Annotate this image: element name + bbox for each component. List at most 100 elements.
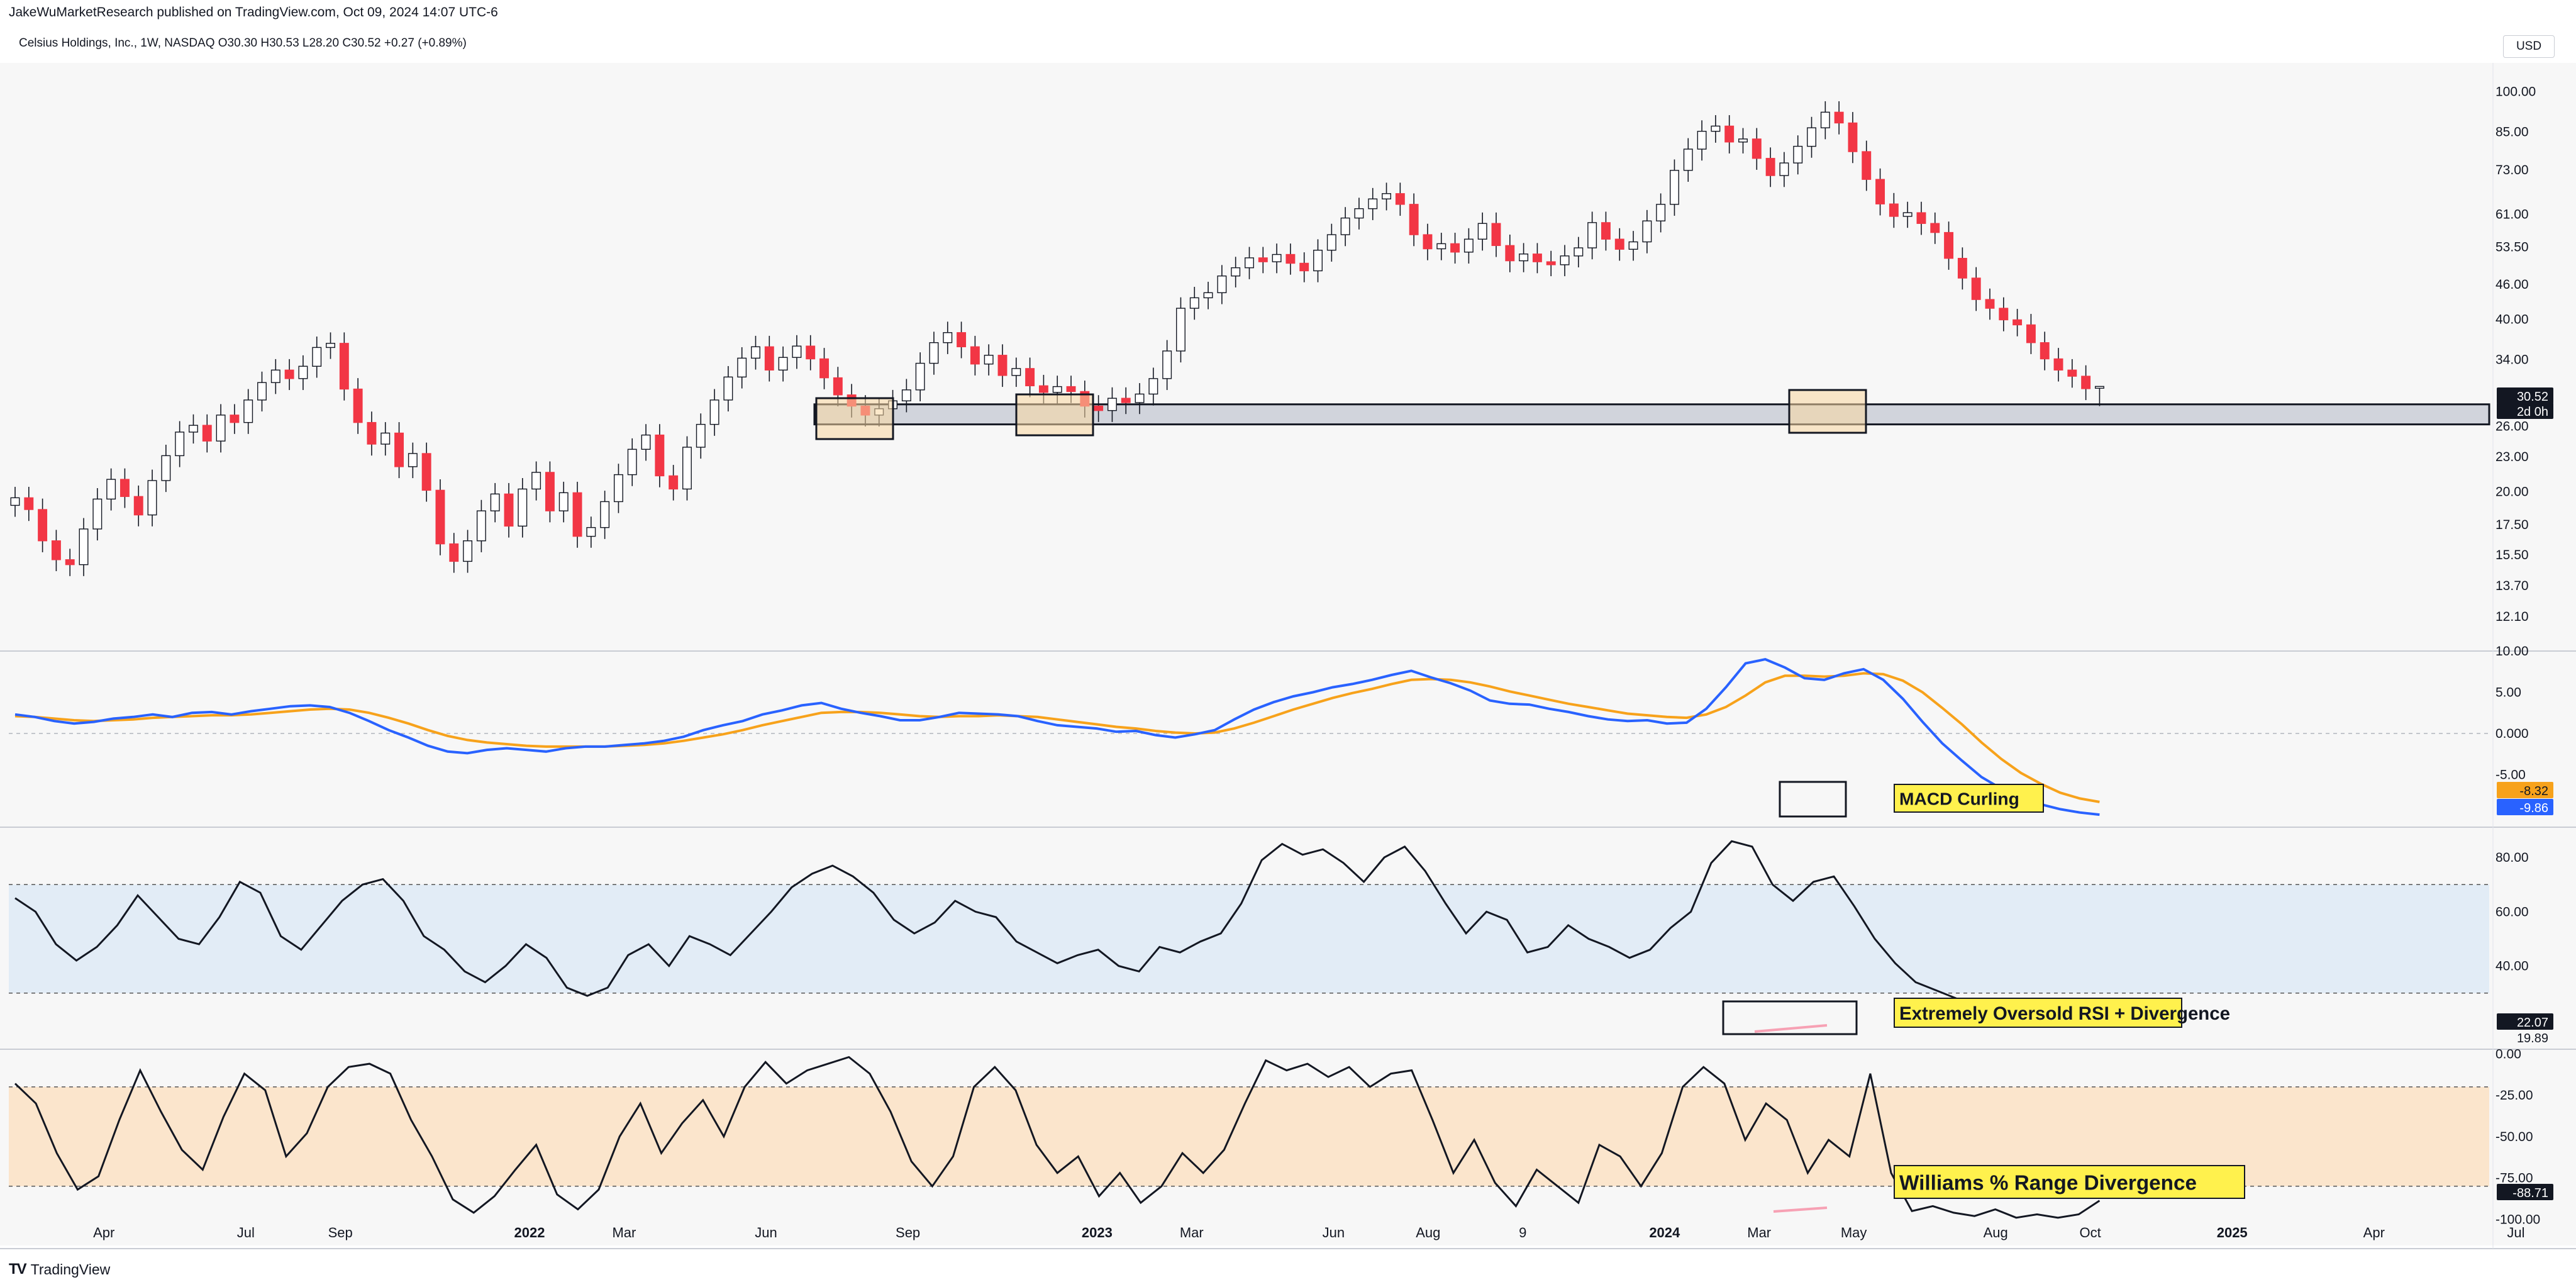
publisher-line: JakeWuMarketResearch published on Tradin… [9,5,498,20]
time-axis-label: Apr [2363,1225,2385,1240]
candle-body [655,434,665,477]
candle-body [1354,208,1364,219]
candle-body [1491,223,1501,247]
candle-body [216,415,226,442]
time-axis-label: Sep [896,1225,920,1240]
candle-body [189,425,198,433]
candle-body [1724,125,1735,143]
rsi-value-label-background [2497,1013,2553,1030]
candle-body [1916,212,1926,224]
candle-body [1162,350,1172,379]
candle-body [1546,261,1556,265]
candle-body [133,496,143,516]
rsi-tick-label: 60.00 [2496,905,2529,919]
candle-body [1944,231,1954,259]
candle-body [326,343,335,348]
candle-body [463,540,473,562]
candle-body [380,432,391,445]
candle-body [1231,267,1241,277]
williams-line [14,1056,2101,1219]
candle-body [1587,222,1597,248]
candle-body [1985,299,1995,309]
time-axis-label: Aug [1416,1225,1440,1240]
price-tick-label: 12.10 [2496,610,2529,624]
candle-body [943,332,953,343]
time-axis-label: Sep [328,1225,353,1240]
time-axis-label: Jun [755,1225,777,1240]
candle-body [1176,308,1185,352]
candle-body [1423,234,1433,250]
tradingview-brand[interactable]: TV TradingView [9,1261,110,1278]
candle-body [106,479,116,500]
candle-body [1477,223,1487,240]
candle-body [1519,254,1529,262]
candle-body [1656,204,1666,221]
candle-body [2053,358,2063,370]
candle-body [243,399,253,423]
williams-annotation-background [1894,1165,2245,1199]
macd-signal-value-label: -8.32 [2519,784,2548,798]
candle-body [161,455,171,481]
williams-value-label: -88.71 [2512,1186,2548,1200]
rsi-low-label: 19.89 [2517,1032,2548,1045]
candle-body [147,480,157,516]
time-axis-label: Apr [93,1225,114,1240]
williams-tick-label: -100.00 [2496,1212,2540,1227]
candle-body [1382,193,1392,199]
candle-body [1368,198,1378,209]
candle-body [1450,243,1460,253]
candle-body [1560,255,1570,265]
price-tick-label: 53.50 [2496,240,2529,255]
candle-body [1203,292,1213,299]
candle-body [1011,368,1021,376]
candle-body [997,355,1008,376]
tradingview-label: TradingView [30,1261,111,1278]
macd-tick-label: 0.000 [2496,727,2529,741]
candle-body [709,399,719,425]
candle-body [1395,193,1405,205]
candle-body [298,365,308,379]
candle-body [1148,378,1158,395]
time-axis-label: Mar [612,1225,636,1240]
price-tick-label: 13.70 [2496,579,2529,593]
last-price-label-background [2497,387,2553,404]
rsi-divergence-mark [1754,1024,1828,1033]
candle-body [586,526,596,537]
time-axis-label: 2023 [1082,1225,1113,1240]
candle-body [957,332,967,347]
macd-signal-line [14,672,2100,803]
williams-annotation: Williams % Range Divergence [1899,1171,2197,1195]
price-tick-label: 34.00 [2496,353,2529,367]
candle-body [1862,151,1872,180]
candle-body [1107,398,1117,411]
time-axis-label: 9 [1519,1225,1526,1240]
candle-body [2094,386,2104,389]
candle-body [504,493,514,527]
rsi-value-label: 22.07 [2517,1016,2548,1030]
price-tick-label: 61.00 [2496,208,2529,222]
candle-body [10,497,20,506]
price-tick-label: 20.00 [2496,484,2529,499]
currency-button[interactable]: USD [2503,35,2555,58]
candle-body [449,543,459,562]
candle-body [1848,122,1858,152]
price-tick-label: 40.00 [2496,312,2529,326]
rsi-tick-label: 80.00 [2496,850,2529,865]
highlight-box [1788,389,1867,434]
candle-body [558,492,569,511]
candle-body [92,498,103,530]
macd-value-label-background [2497,799,2553,815]
price-tick-label: 17.50 [2496,518,2529,532]
candle-body [1957,257,1967,279]
macd-tick-label: -5.00 [2496,767,2526,782]
time-axis-label: Mar [1747,1225,1771,1240]
candle-body [1697,130,1707,150]
candle-body [1614,238,1624,250]
candle-body [970,346,980,365]
williams-tick-label: 0.00 [2496,1047,2521,1061]
candle-body [1574,247,1584,257]
time-axis-label: Jul [237,1225,255,1240]
time-axis-label: Aug [1984,1225,2008,1240]
candle-body [751,346,760,359]
